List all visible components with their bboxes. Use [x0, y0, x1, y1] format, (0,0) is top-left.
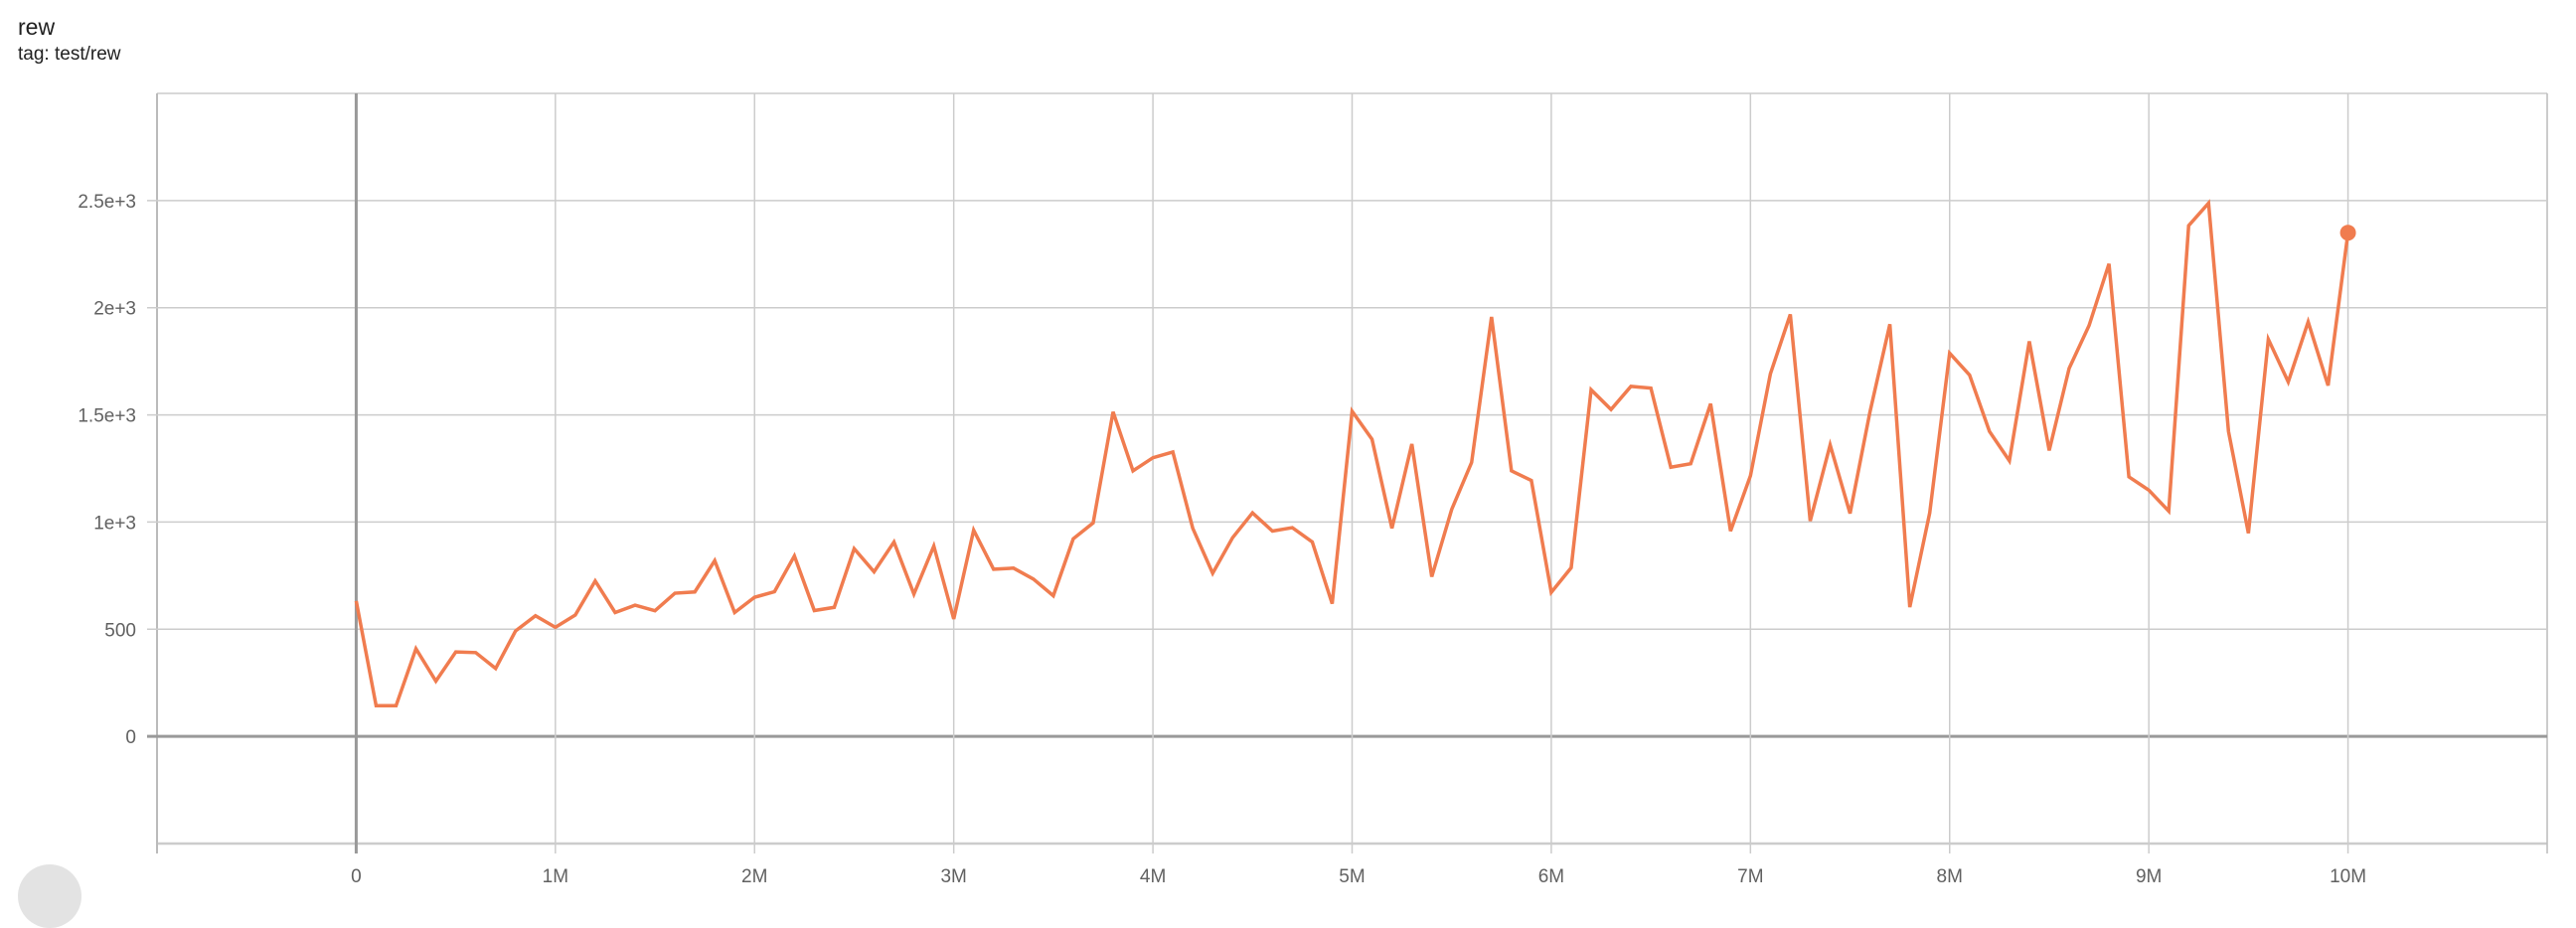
x-tick-label: 10M — [2330, 866, 2366, 887]
x-tick-label: 4M — [1140, 866, 1166, 887]
x-tick-label: 3M — [940, 866, 966, 887]
y-tick-label: 2.5e+3 — [78, 192, 136, 213]
x-tick-label: 8M — [1937, 866, 1963, 887]
y-tick-label: 500 — [104, 620, 136, 641]
y-tick-label: 1.5e+3 — [78, 406, 136, 427]
last-point-marker — [2340, 225, 2356, 240]
x-tick-label: 9M — [2136, 866, 2162, 887]
x-tick-label: 5M — [1339, 866, 1365, 887]
floating-action-button[interactable] — [18, 864, 81, 928]
series-rew — [356, 203, 2355, 705]
x-tick-label: 2M — [741, 866, 767, 887]
y-tick-label: 2e+3 — [93, 299, 136, 320]
tick-labels: 0 500 1e+3 1.5e+3 2e+3 2.5e+3 0 1M 2M 3M 4M 5M 6M 7M 8… — [78, 192, 2366, 887]
y-tick-label: 1e+3 — [93, 513, 136, 534]
x-tick-label: 6M — [1538, 866, 1564, 887]
x-tick-label: 0 — [351, 866, 362, 887]
y-tick-label: 0 — [125, 727, 136, 748]
x-tick-label: 7M — [1737, 866, 1763, 887]
x-tick-label: 1M — [543, 866, 568, 887]
line-chart: 0 500 1e+3 1.5e+3 2e+3 2.5e+3 0 1M 2M 3M 4M 5M 6M 7M 8… — [0, 0, 2576, 898]
